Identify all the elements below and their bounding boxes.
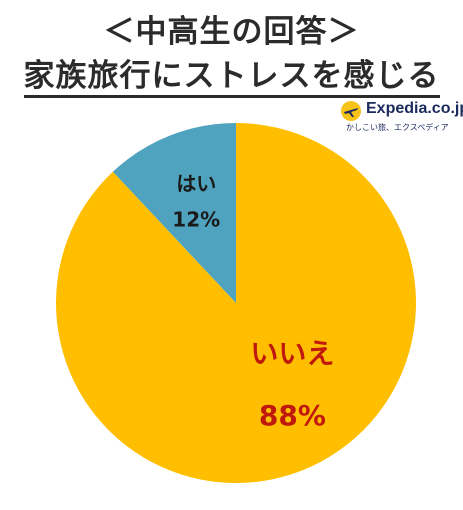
chart-title-line1: ＜中高生の回答＞	[103, 14, 360, 50]
brand-tagline: かしこい旅、エクスペディア	[346, 123, 449, 132]
pie-slice-1	[55, 123, 416, 484]
chart-title-line2: 家族旅行にストレスを感じる	[0, 50, 463, 98]
chart-title-text: 家族旅行にストレスを感じる	[23, 58, 440, 98]
expedia-brand: Expedia.co.jp かしこい旅、エクスペディア	[340, 100, 463, 140]
brand-name: Expedia.co.jp	[366, 100, 463, 117]
airplane-globe-icon	[341, 101, 361, 121]
pie-slice-0	[112, 123, 236, 303]
slice-label-0: はい	[176, 172, 216, 196]
slice-value-label-1: 88%	[259, 399, 326, 432]
slice-label-1: いいえ	[250, 337, 334, 370]
slice-value-label-0: 12%	[172, 208, 220, 232]
